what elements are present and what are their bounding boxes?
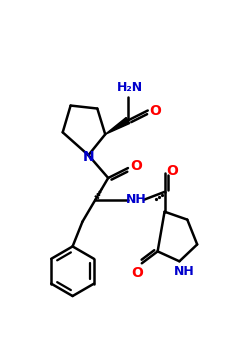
Text: O: O	[130, 159, 142, 173]
Text: NH: NH	[174, 265, 195, 278]
Polygon shape	[105, 118, 130, 134]
Text: N: N	[82, 150, 94, 164]
Text: O: O	[166, 164, 178, 178]
Text: H₂N: H₂N	[117, 81, 143, 94]
Text: NH: NH	[126, 193, 146, 206]
Text: O: O	[131, 266, 143, 280]
Text: O: O	[150, 104, 162, 118]
